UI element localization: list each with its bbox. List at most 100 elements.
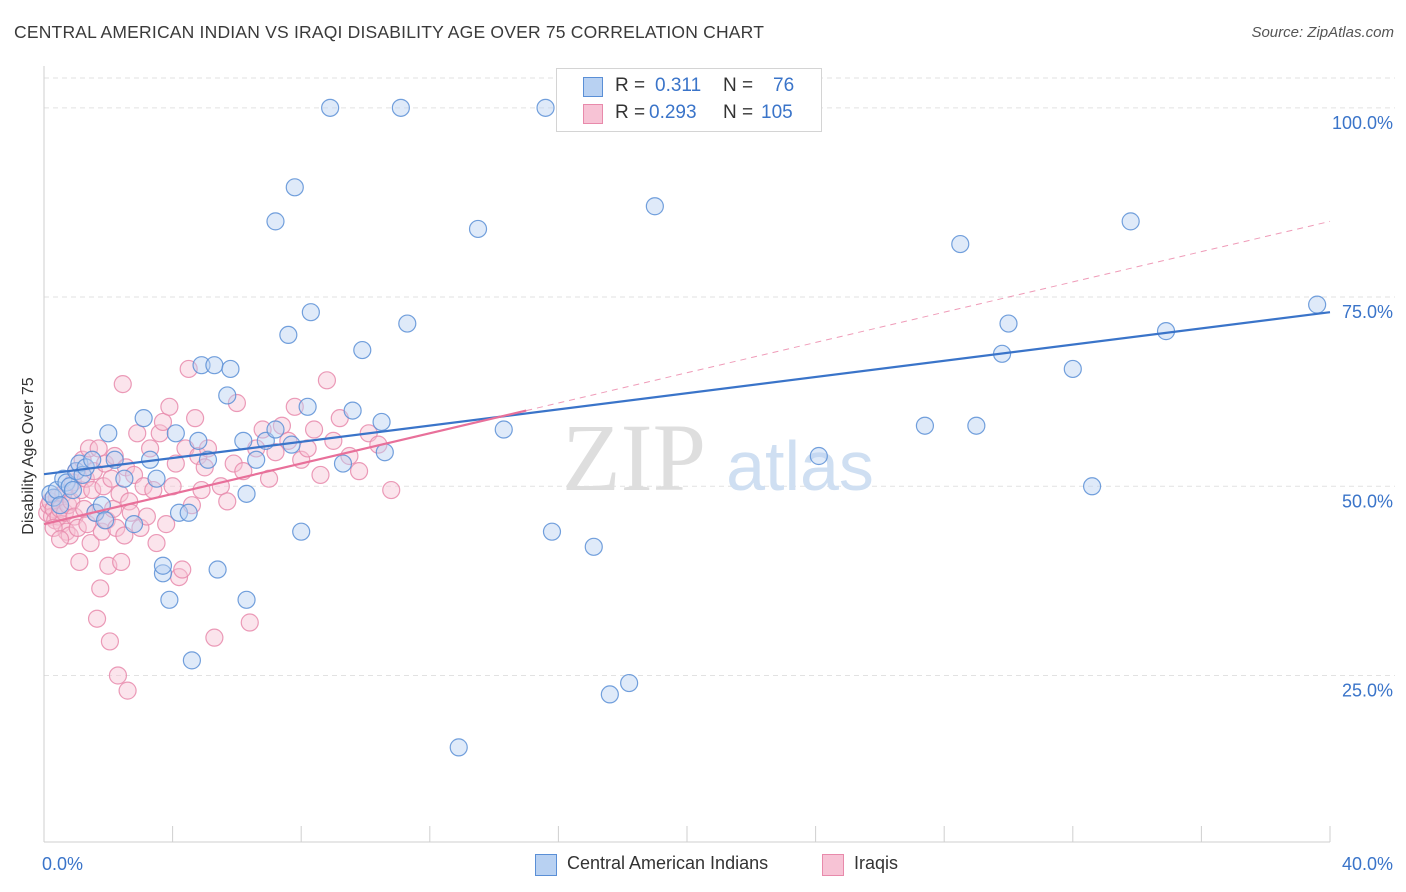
pink-point [153,412,173,432]
pink-point [87,609,107,628]
blue-point [600,685,619,704]
blue-point [468,219,488,239]
blue-point [279,325,298,345]
pink-trend-line [43,409,527,526]
pink-point [192,480,211,500]
pink-point [324,431,343,450]
pink-point [100,632,120,651]
blue-point [321,98,340,117]
blue-point [153,564,173,583]
blue-point [247,450,266,469]
blue-point [645,197,664,216]
axes [43,66,1331,843]
n-label: N = [723,75,754,96]
pink-point [285,397,304,416]
blue-point [1308,295,1327,314]
data-points [38,98,1327,757]
blue-point [115,469,134,488]
r-label: R = [615,75,646,96]
blue-point [189,431,208,450]
pink-point [83,480,102,500]
watermark-zip: ZIP [562,404,706,511]
blue-point [153,556,173,575]
gridlines [44,77,1395,676]
blue-point [999,314,1018,333]
blue-point [449,738,468,757]
blue-point [221,359,240,379]
pink-point [108,666,128,685]
y-tick-label: 25.0% [1342,680,1393,700]
pink-point [311,465,330,485]
x-tick-label: 0.0% [42,854,83,874]
pink-point [382,480,401,500]
blue-point [63,480,83,500]
pink-point [186,409,205,428]
blue-point [266,212,285,231]
blue-point [967,416,986,435]
blue-point [208,560,227,579]
trend-lines [43,220,1331,526]
blue-point [1121,212,1140,231]
chart-title: CENTRAL AMERICAN INDIAN VS IRAQI DISABIL… [14,22,765,42]
blue-point [192,356,211,375]
blue-point [166,424,185,443]
y-tick-label: 100.0% [1332,113,1393,133]
legend-swatch-pink [822,854,844,876]
blue-swatch [583,77,603,97]
blue-point [542,522,562,541]
pink-point [150,424,169,443]
x-tick-label: 40.0% [1342,854,1393,874]
blue-point [620,673,639,693]
pink-point [128,424,147,443]
blue-point [285,178,304,197]
blue-point [536,98,555,117]
blue-point [160,590,179,609]
pink-swatch [583,104,603,124]
pink-point [205,628,224,647]
pink-point [157,515,176,534]
pink-point [160,397,179,416]
legend-label-blue: Central American Indians [567,853,769,873]
r-value-blue: 0.311 [655,75,702,96]
y-tick-label: 50.0% [1342,491,1393,511]
blue-point [179,503,198,522]
blue-trend-line [43,311,1331,476]
pink-point [68,518,87,538]
blue-point [951,234,970,254]
source-credit: Source: ZipAtlas.com [1251,24,1394,41]
blue-point [198,450,218,469]
blue-point [205,356,224,375]
blue-point [182,651,201,670]
blue-point [292,522,311,541]
y-tick-label: 75.0% [1342,302,1393,322]
stats-legend: R = 0.311 N = 76 R = 0.293 N = 105 [556,68,822,132]
n-value-blue: 76 [773,75,795,96]
pink-point [79,439,99,458]
pink-point [240,613,259,632]
blue-point [218,386,237,405]
blue-point [353,340,372,360]
pink-point [349,462,369,481]
r-label: R = [615,102,646,123]
blue-point [301,303,320,322]
blue-point [237,484,256,503]
pink-point [50,530,70,549]
pink-point [166,454,185,473]
blue-point [298,397,317,416]
pink-point [92,522,111,541]
n-value-pink: 105 [761,102,793,123]
pink-point [112,552,131,572]
blue-point [1082,477,1102,496]
pink-point [224,454,243,473]
pink-point [118,681,137,700]
legend-label-pink: Iraqis [854,853,899,873]
pink-point [173,560,192,579]
blue-point [333,454,353,473]
blue-point [95,511,115,530]
blue-point [83,450,102,469]
blue-point [809,446,828,466]
blue-point [237,590,256,609]
blue-point [124,515,144,534]
blue-point [372,412,391,432]
